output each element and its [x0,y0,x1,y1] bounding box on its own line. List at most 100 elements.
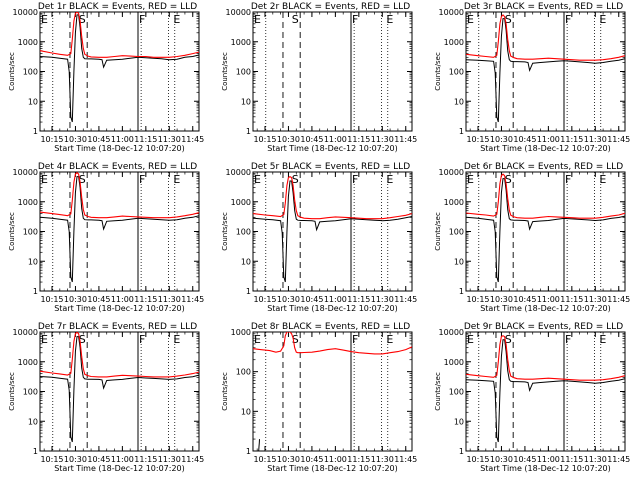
chart-title: Det 5r BLACK = Events, RED = LLD [251,162,410,172]
series-line-events [466,18,625,123]
phase-marker: F [352,173,358,186]
y-tick-label: 100 [23,228,38,237]
x-axis-label: Start Time (18-Dec-12 10:07:20) [54,144,185,153]
y-tick-label: 1000 [231,38,251,47]
y-tick-label: 10 [28,417,38,426]
y-tick-label: 1000 [444,198,464,207]
series-line-lld [466,335,625,381]
x-tick-label: 10:30 [490,295,513,304]
series-line-lld [466,14,625,61]
y-axis-label: Counts/sec [8,372,16,411]
phase-marker: S [79,173,86,186]
y-tick-label: 1 [246,447,251,456]
y-tick-label: 100 [236,228,251,237]
x-tick-label: 11:45 [181,135,204,144]
x-tick-label: 11:30 [371,135,394,144]
y-tick-label: 1000 [444,38,464,47]
x-tick-label: 11:00 [111,455,134,464]
x-tick-label: 11:00 [324,295,347,304]
series-line-events [253,180,412,283]
x-tick-label: 10:45 [87,295,110,304]
phase-marker: F [565,173,571,186]
y-tick-label: 100 [236,68,251,77]
y-tick-label: 10000 [13,168,38,177]
x-tick-label: 11:30 [584,135,607,144]
x-tick-label: 11:15 [347,295,370,304]
x-tick-label: 10:45 [300,455,323,464]
y-tick-label: 1 [246,127,251,136]
y-axis-label: Counts/sec [221,212,229,251]
phase-marker: E [254,173,261,186]
chart-title: Det 6r BLACK = Events, RED = LLD [464,162,623,172]
y-tick-label: 100 [449,68,464,77]
phase-marker: E [467,13,474,26]
plot-frame [252,11,413,132]
y-axis-label: Counts/sec [221,52,229,91]
phase-marker: E [467,173,474,186]
series-line-events [466,339,625,443]
x-tick-label: 10:45 [300,295,323,304]
x-tick-label: 11:30 [158,135,181,144]
y-axis-label: Counts/sec [434,52,442,91]
phase-marker: E [599,333,606,346]
x-tick-label: 11:45 [394,295,417,304]
phase-marker: E [41,173,48,186]
y-tick-label: 100 [23,388,38,397]
y-tick-label: 10 [454,257,464,266]
x-tick-label: 11:00 [324,455,347,464]
x-tick-label: 11:45 [181,455,204,464]
y-tick-label: 10000 [439,168,464,177]
y-axis-label: Counts/sec [434,372,442,411]
phase-marker: F [565,13,571,26]
x-tick-label: 11:00 [537,135,560,144]
y-tick-label: 1 [459,447,464,456]
phase-marker: E [386,13,393,26]
x-axis-label: Start Time (18-Dec-12 10:07:20) [54,464,185,473]
phase-marker: S [292,13,299,26]
x-tick-label: 11:15 [134,455,157,464]
x-tick-label: 10:15 [40,455,63,464]
phase-marker: E [173,173,180,186]
x-tick-label: 11:15 [560,295,583,304]
x-tick-label: 10:45 [87,135,110,144]
x-tick-label: 10:45 [513,295,536,304]
series-line-events [40,336,199,443]
y-tick-label: 1000 [231,328,251,337]
plot-frame [39,331,200,452]
phase-marker: E [254,13,261,26]
y-tick-label: 1000 [18,38,38,47]
x-tick-label: 10:30 [277,295,300,304]
series-line-lld [40,12,199,58]
x-tick-label: 10:30 [277,455,300,464]
plot-frame [39,11,200,132]
phase-marker: S [505,13,512,26]
y-tick-label: 1 [459,127,464,136]
x-axis-label: Start Time (18-Dec-12 10:07:20) [54,304,185,313]
x-tick-label: 11:15 [560,135,583,144]
x-tick-label: 10:30 [277,135,300,144]
x-tick-label: 10:15 [466,455,489,464]
y-tick-label: 1 [246,287,251,296]
x-tick-label: 10:45 [87,455,110,464]
x-tick-label: 11:30 [584,455,607,464]
x-tick-label: 10:30 [490,135,513,144]
x-axis-label: Start Time (18-Dec-12 10:07:20) [267,144,398,153]
y-tick-label: 10 [454,417,464,426]
x-axis-label: Start Time (18-Dec-12 10:07:20) [480,464,611,473]
series-line-lld [466,173,625,219]
x-tick-label: 10:15 [253,455,276,464]
phase-marker: E [41,333,48,346]
y-axis-label: Counts/sec [8,212,16,251]
phase-marker: E [173,333,180,346]
series-line-lld [253,175,412,220]
x-tick-label: 11:45 [607,455,630,464]
x-tick-label: 11:45 [607,295,630,304]
